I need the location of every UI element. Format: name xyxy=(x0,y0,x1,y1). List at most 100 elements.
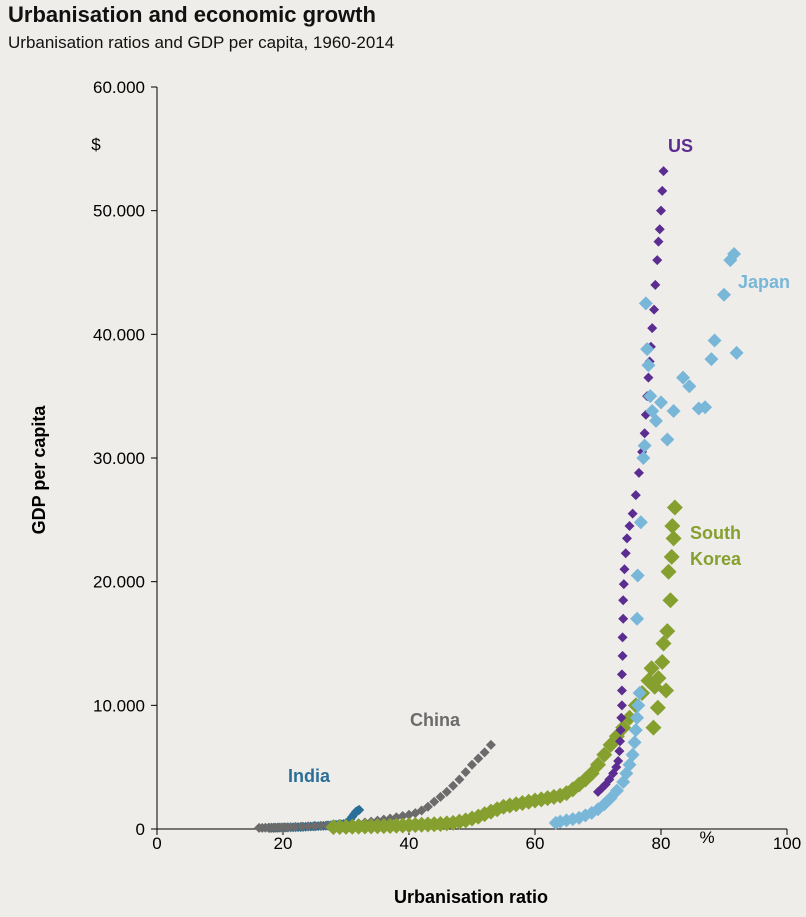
us-point xyxy=(619,564,630,575)
japan-point xyxy=(704,352,719,367)
south-korea-point xyxy=(596,746,613,763)
series-label-china: China xyxy=(410,710,461,730)
series-labels: India China South Korea US Japan xyxy=(288,136,790,786)
china-point xyxy=(397,811,408,822)
us-point xyxy=(653,236,664,247)
us-point xyxy=(643,372,654,383)
series-label-japan: Japan xyxy=(738,272,790,292)
japan-point xyxy=(632,685,647,700)
series-label-india: India xyxy=(288,766,331,786)
south-korea-point xyxy=(655,635,672,652)
japan-point xyxy=(648,413,663,428)
south-korea-point xyxy=(650,670,667,687)
south-korea-point xyxy=(660,563,677,580)
us-point xyxy=(615,736,626,747)
japan-point xyxy=(640,342,655,357)
us-point xyxy=(652,255,663,266)
us-point xyxy=(627,508,638,519)
us-point xyxy=(658,166,669,177)
japan-point xyxy=(654,395,668,410)
china-point xyxy=(473,753,484,764)
japan-point xyxy=(627,735,642,750)
japan-point xyxy=(676,370,691,385)
us-point xyxy=(616,700,627,711)
us-point xyxy=(613,755,624,766)
chart-subtitle: Urbanisation ratios and GDP per capita, … xyxy=(8,33,395,52)
us-point xyxy=(630,490,641,501)
x-unit-label: % xyxy=(699,828,714,847)
y-tick-label: 20.000 xyxy=(93,573,145,592)
japan-point xyxy=(698,400,713,415)
japan-point xyxy=(636,451,651,465)
us-point xyxy=(616,712,627,723)
x-tick-label: 60 xyxy=(526,834,545,853)
series-label-us: US xyxy=(668,136,693,156)
japan-point xyxy=(630,611,645,626)
china-point xyxy=(441,786,452,797)
south-korea-point xyxy=(649,699,666,716)
us-point xyxy=(650,279,661,290)
japan-point xyxy=(637,438,652,453)
y-tick-label: 30.000 xyxy=(93,449,145,468)
south-korea-point xyxy=(664,518,681,535)
china-point xyxy=(309,821,320,832)
china-point xyxy=(303,821,314,832)
china-point xyxy=(296,821,307,832)
chart-title: Urbanisation and economic growth xyxy=(8,2,376,27)
us-point xyxy=(618,595,629,606)
y-tick-label: 10.000 xyxy=(93,696,145,715)
us-point xyxy=(647,323,658,334)
japan-point xyxy=(630,710,645,725)
x-tick-label: 80 xyxy=(652,834,671,853)
series-south-korea xyxy=(325,499,683,836)
japan-point xyxy=(666,404,681,419)
south-korea-point xyxy=(659,623,676,640)
japan-point xyxy=(717,287,731,302)
china-point xyxy=(485,739,496,750)
china-point xyxy=(435,791,446,802)
x-tick-label: 100 xyxy=(773,834,801,853)
china-point xyxy=(467,759,477,770)
south-korea-point xyxy=(658,682,675,699)
japan-point xyxy=(628,723,643,738)
china-point xyxy=(479,747,490,758)
japan-point xyxy=(633,515,648,530)
y-unit-label: $ xyxy=(91,135,101,154)
japan-point xyxy=(643,389,658,404)
japan-point xyxy=(707,333,722,348)
south-korea-point xyxy=(666,499,683,516)
south-korea-point xyxy=(645,719,662,736)
japan-point xyxy=(727,246,742,261)
y-axis-title: GDP per capita xyxy=(29,405,49,535)
south-korea-point xyxy=(654,654,671,671)
china-point xyxy=(315,820,326,831)
south-korea-point xyxy=(665,530,682,547)
series-label-south-korea: South xyxy=(690,523,741,543)
south-korea-point xyxy=(663,548,680,565)
data-points xyxy=(254,166,744,836)
us-point xyxy=(654,224,665,235)
south-korea-point xyxy=(621,709,638,726)
series-japan xyxy=(548,246,744,830)
tick-labels: 0 10.000 20.000 30.000 40.000 50.000 60.000 0 20… xyxy=(93,78,801,853)
china-point xyxy=(454,774,465,785)
us-point xyxy=(633,467,644,478)
x-axis-title: Urbanisation ratio xyxy=(394,887,548,907)
south-korea-point xyxy=(590,756,606,773)
series-label-south-korea: Korea xyxy=(690,549,742,569)
us-point xyxy=(657,185,668,196)
south-korea-point xyxy=(643,660,660,677)
us-point xyxy=(621,533,632,544)
us-point xyxy=(618,613,629,624)
us-point xyxy=(656,205,666,216)
japan-point xyxy=(682,379,697,394)
japan-point xyxy=(609,783,624,798)
china-point xyxy=(429,796,440,807)
south-korea-point xyxy=(662,592,679,609)
china-point xyxy=(460,767,471,778)
us-point xyxy=(616,685,627,696)
japan-point xyxy=(625,747,640,762)
us-point xyxy=(616,669,627,680)
y-tick-label: 50.000 xyxy=(93,202,145,221)
